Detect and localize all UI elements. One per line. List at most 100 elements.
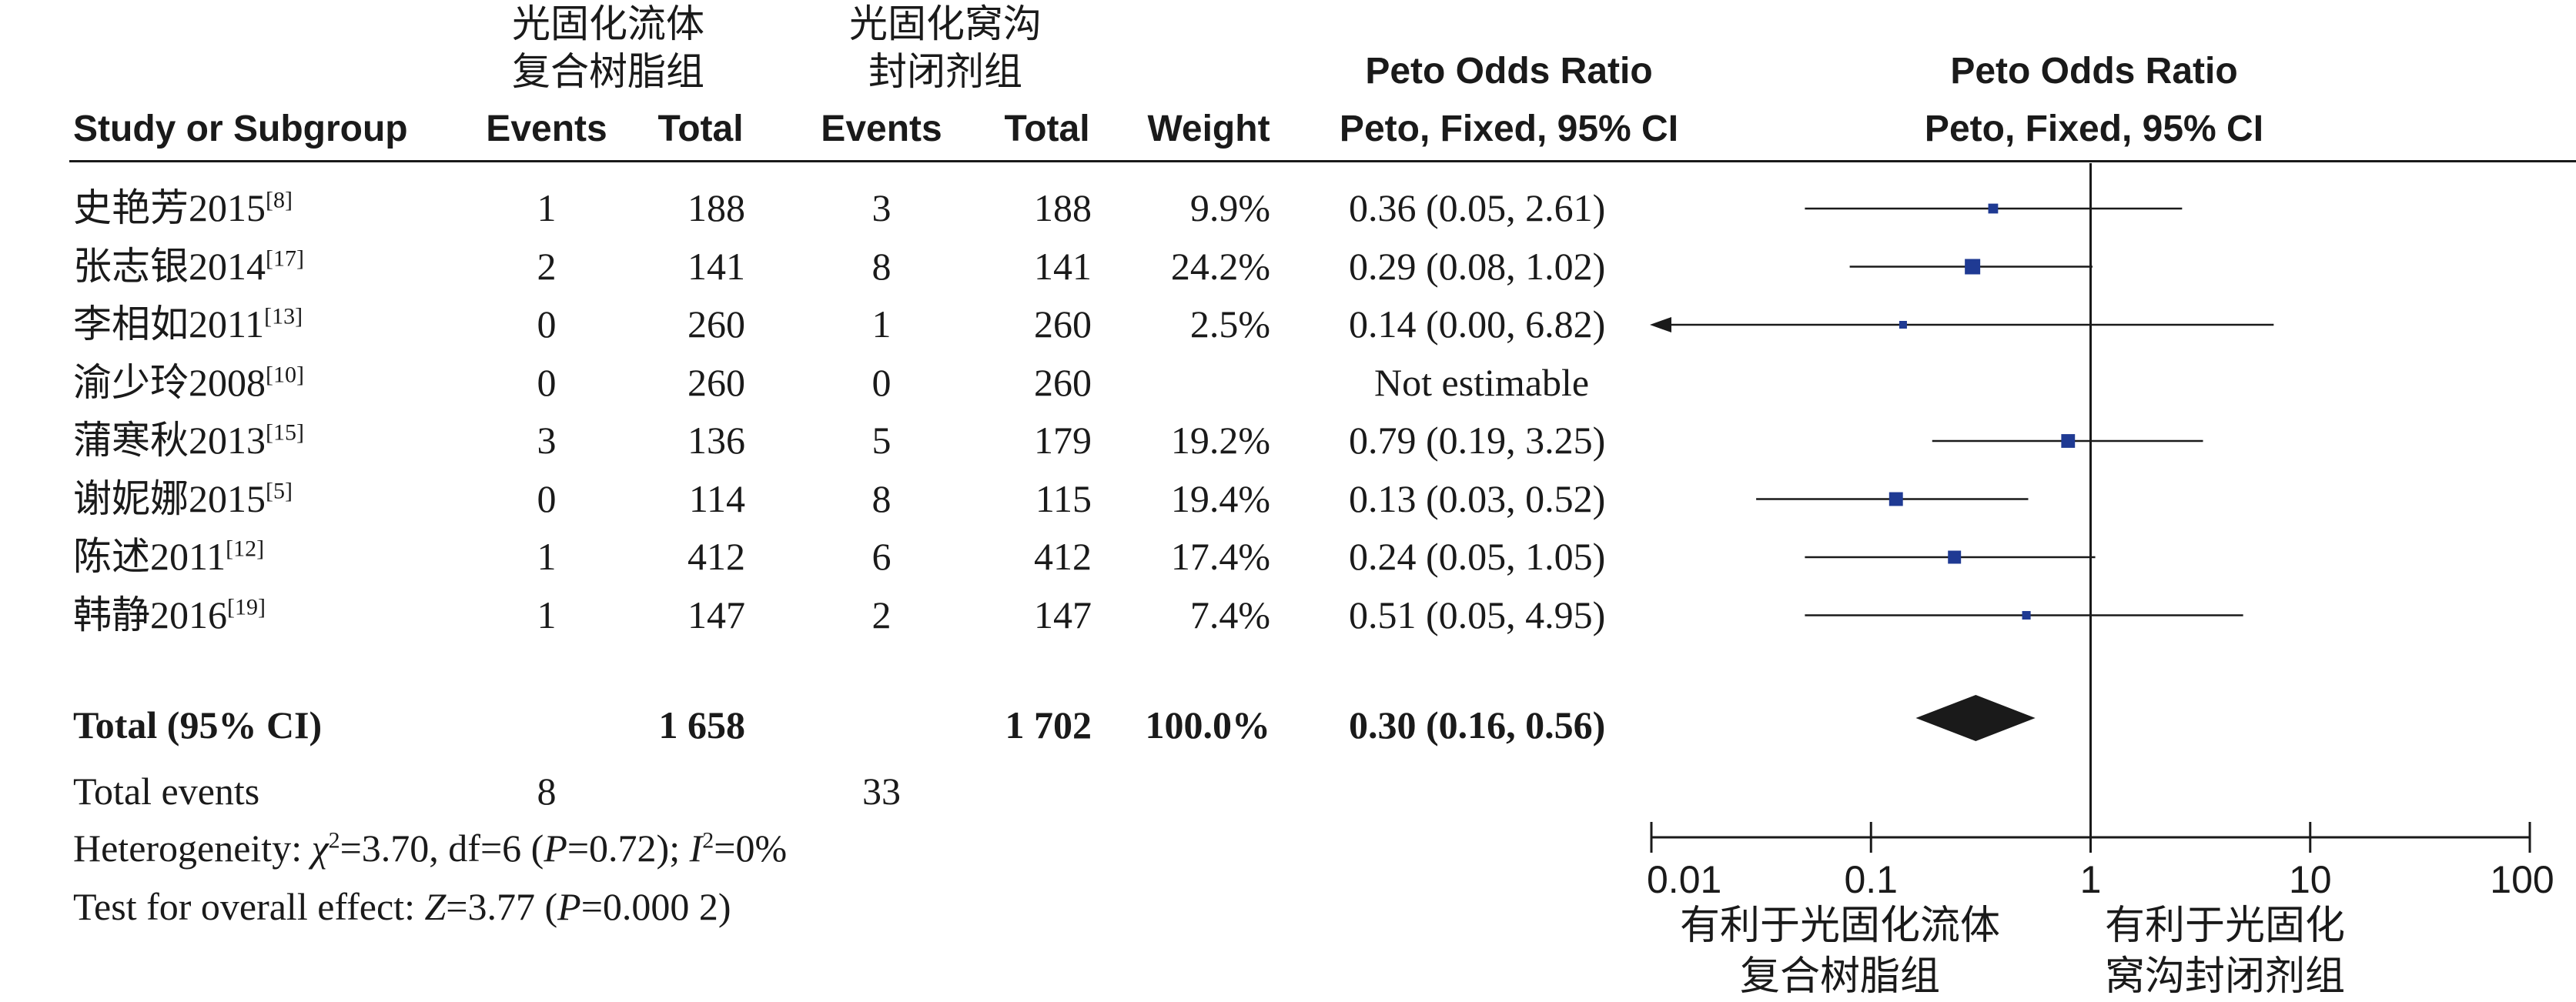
total-ctrl-total: 1 702: [1005, 703, 1092, 746]
study-ci: 0.79 (0.19, 3.25): [1349, 419, 1606, 462]
ctrl-group-line2: 封闭剂组: [868, 49, 1022, 94]
study-name: 谢妮娜2015[5]: [73, 476, 293, 522]
het-i: I: [689, 827, 703, 870]
study-ref: [15]: [266, 419, 304, 446]
het-prefix: Heterogeneity:: [73, 827, 312, 870]
header-or-method: Peto, Fixed, 95% CI: [1339, 109, 1679, 149]
study-c-total: 115: [1035, 476, 1092, 520]
total-label: Total (95% CI): [73, 703, 323, 746]
study-e-events: 0: [537, 302, 557, 346]
study-name-text: 张志银2014: [73, 244, 266, 288]
study-ref: [17]: [266, 245, 304, 271]
study-name-text: 渝少玲2008: [73, 360, 266, 404]
study-name: 陈述2011[12]: [73, 533, 264, 579]
header-exp-total: Total: [657, 109, 744, 149]
point-estimate-square: [1965, 259, 1981, 275]
study-name: 李相如2011[13]: [73, 301, 303, 347]
point-estimate-square: [2022, 610, 2031, 620]
header-ctrl-events: Events: [821, 109, 942, 149]
point-estimate-square: [1988, 203, 1999, 214]
study-ref: [19]: [227, 593, 266, 620]
study-weight: 19.2%: [1170, 419, 1270, 462]
study-c-events: 8: [871, 476, 892, 520]
study-c-events: 8: [871, 244, 892, 288]
header-weight: Weight: [1147, 109, 1270, 149]
het-i-rest: =0%: [714, 827, 788, 870]
heterogeneity-text: Heterogeneity: χ2=3.70, df=6 (P=0.72); I…: [73, 827, 788, 870]
study-ref: [10]: [266, 361, 304, 387]
study-weight: 9.9%: [1189, 186, 1270, 229]
total-weight: 100.0%: [1145, 703, 1271, 746]
study-name-text: 李相如2011: [73, 302, 265, 346]
x-tick-label: 0.01: [1647, 858, 1721, 901]
study-name-text: 韩静2016: [73, 593, 227, 636]
study-e-total: 260: [687, 360, 745, 404]
study-name-text: 谢妮娜2015: [73, 476, 266, 520]
study-e-events: 1: [537, 535, 557, 578]
favours-right-line2: 窝沟封闭剂组: [2104, 954, 2345, 1000]
total-events-exp: 8: [537, 770, 557, 813]
header-or-title: Peto Odds Ratio: [1365, 51, 1653, 92]
study-c-events: 0: [871, 360, 892, 404]
study-ci: 0.36 (0.05, 2.61): [1349, 186, 1606, 229]
study-c-total: 188: [1034, 186, 1092, 229]
header-study: Study or Subgroup: [73, 109, 408, 149]
x-tick-label: 10: [2289, 858, 2332, 901]
x-tick-label: 1: [2080, 858, 2102, 901]
study-ci: 0.51 (0.05, 4.95): [1349, 593, 1606, 636]
oe-z-rest: =3.77 (: [446, 885, 558, 928]
study-e-total: 412: [687, 535, 745, 578]
total-exp-total: 1 658: [658, 703, 746, 746]
header-ctrl-total: Total: [1004, 109, 1090, 149]
header-exp-events: Events: [486, 109, 607, 149]
overall-effect-text: Test for overall effect: Z=3.77 (P=0.000…: [73, 883, 731, 930]
favours-right-line1: 有利于光固化: [2104, 903, 2345, 949]
point-estimate-square: [1899, 321, 1907, 329]
point-estimate-square: [1889, 492, 1903, 506]
study-c-events: 6: [871, 535, 892, 578]
study-ci: 0.24 (0.05, 1.05): [1349, 535, 1606, 578]
favours-left-label: 有利于光固化流体 复合树脂组: [1663, 900, 2017, 1002]
study-e-events: 1: [537, 593, 557, 636]
study-name: 史艳芳2015[8]: [73, 185, 293, 231]
study-e-events: 2: [537, 244, 557, 288]
x-tick-label: 0.1: [1844, 858, 1898, 901]
study-name: 韩静2016[19]: [73, 592, 266, 638]
study-weight: 7.4%: [1189, 593, 1270, 636]
study-c-total: 141: [1034, 244, 1092, 288]
study-e-total: 147: [687, 593, 745, 636]
pooled-diamond: [1915, 695, 2036, 741]
het-p-rest: =0.72);: [567, 827, 690, 870]
study-ref: [12]: [226, 536, 265, 562]
study-ci: 0.13 (0.03, 0.52): [1349, 476, 1606, 520]
study-c-events: 1: [871, 302, 892, 346]
study-c-events: 5: [871, 419, 892, 462]
study-e-total: 188: [687, 186, 745, 229]
study-e-events: 0: [537, 360, 557, 404]
ctrl-group-line1: 光固化窝沟: [849, 2, 1042, 46]
study-e-events: 3: [537, 419, 557, 462]
total-events-ctrl: 33: [862, 770, 901, 813]
study-c-total: 412: [1034, 535, 1092, 578]
point-estimate-square: [2061, 434, 2076, 448]
study-e-total: 114: [688, 476, 745, 520]
header-plot-title: Peto Odds Ratio: [1950, 51, 2238, 92]
study-ref: [8]: [266, 187, 293, 213]
study-name: 蒲寒秋2013[15]: [73, 417, 304, 463]
ci-arrow-left: [1650, 317, 1671, 332]
study-e-total: 141: [687, 244, 745, 288]
study-ref: [5]: [266, 477, 293, 503]
study-c-total: 147: [1034, 593, 1092, 636]
oe-p-rest: =0.000 2): [580, 885, 731, 928]
study-weight: 2.5%: [1189, 302, 1270, 346]
het-chi: χ: [311, 827, 329, 870]
het-chi-rest: =3.70, df=6 (: [340, 827, 544, 870]
header-plot-method: Peto, Fixed, 95% CI: [1924, 109, 2264, 149]
study-c-events: 3: [871, 186, 892, 229]
exp-group-line2: 复合树脂组: [512, 49, 704, 94]
favours-right-label: 有利于光固化 窝沟封闭剂组: [2071, 900, 2379, 1002]
study-c-total: 260: [1034, 302, 1092, 346]
exp-group-header: 光固化流体 复合树脂组: [485, 0, 731, 95]
x-tick-label: 100: [2490, 858, 2554, 901]
